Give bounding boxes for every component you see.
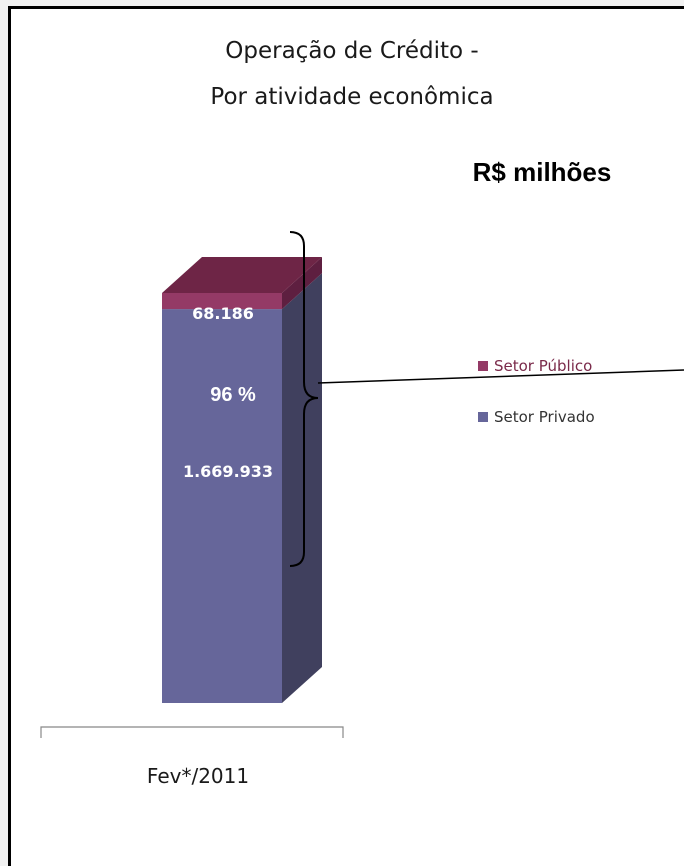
annotation-bracket [289,231,319,567]
unit-label: R$ milhões [473,157,612,187]
x-axis-line [40,726,344,738]
bar-top-face [162,257,322,293]
bar-setor-publico [162,293,282,310]
x-tick-label: Fev*/2011 [147,764,249,788]
data-label-setor-privado: 1.669.933 [183,462,273,481]
legend: Setor Público Setor Privado [478,357,595,426]
bar-setor-privado-side [282,273,322,703]
legend-label-setor-publico: Setor Público [494,357,592,375]
data-label-setor-publico: 68.186 [192,304,254,323]
chart-frame [8,6,684,866]
legend-swatch-setor-privado [478,412,488,422]
legend-label-setor-privado: Setor Privado [494,408,595,426]
bar-setor-publico-side [282,257,322,310]
annotation-leader-line [317,369,684,384]
chart-subtitle: Por atividade econômica [210,84,493,110]
legend-swatch-setor-publico [478,361,488,371]
bar-setor-privado [162,309,282,703]
percent-annotation: 96 % [210,384,256,406]
chart-title: Operação de Crédito - [225,38,478,64]
stacked-bar [162,257,322,703]
